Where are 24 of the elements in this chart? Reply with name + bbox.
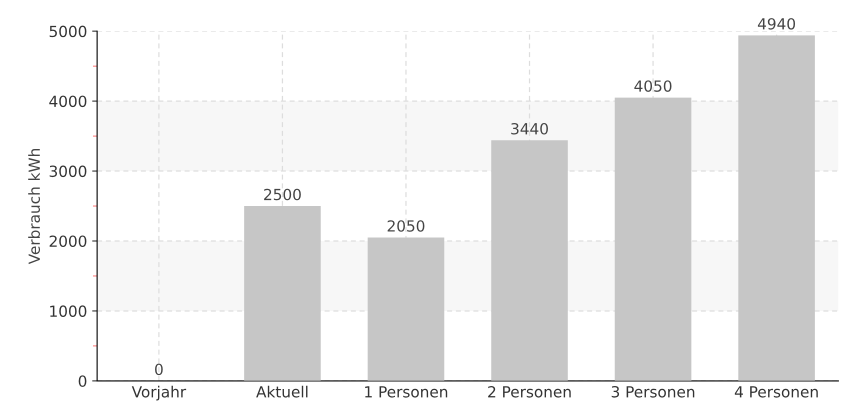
y-tick-label: 4000	[49, 96, 86, 108]
data-label: 0	[155, 364, 163, 376]
data-label: 4940	[758, 18, 796, 30]
bar	[244, 206, 321, 381]
x-tick-label: Aktuell	[256, 386, 308, 398]
y-tick-label: 2000	[50, 235, 86, 248]
data-label: 2050	[388, 220, 424, 232]
y-tick-label: 1000	[50, 305, 86, 317]
bar	[368, 238, 444, 381]
y-tick-label: 0	[78, 375, 86, 387]
bar	[614, 98, 692, 381]
bar	[738, 35, 815, 381]
data-label: 3440	[511, 122, 548, 135]
x-tick-label: 1 Personen	[365, 386, 448, 398]
x-tick-label: 2 Personen	[488, 386, 571, 398]
x-tick-label: Vorjahr	[132, 386, 186, 401]
x-tick-label: 4 Personen	[734, 386, 818, 398]
y-axis-title: Verbrauch kWh	[28, 149, 40, 264]
x-tick-label: 3 Personen	[612, 386, 694, 398]
bar	[491, 140, 568, 381]
data-label: 4050	[634, 80, 672, 92]
data-label: 2500	[264, 188, 301, 200]
y-tick-label: 3000	[50, 166, 86, 178]
y-tick-label: 5000	[50, 26, 86, 38]
